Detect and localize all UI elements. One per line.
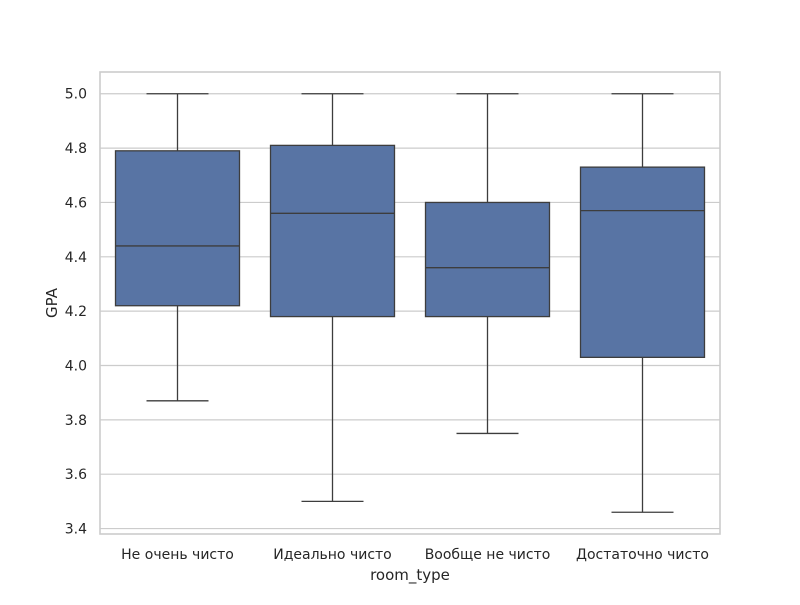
box-group <box>424 93 551 435</box>
y-tick-label: 4.8 <box>65 141 87 157</box>
plot-frame <box>99 71 721 535</box>
x-tick-label: Идеально чисто <box>273 547 392 563</box>
y-tick-labels: 3.4 3.6 3.8 4.0 4.2 4.4 4.6 4.8 5.0 <box>65 87 87 538</box>
x-tick-label: Достаточно чисто <box>576 547 709 563</box>
box-iqr <box>114 150 241 307</box>
y-tick-label: 4.4 <box>65 250 87 266</box>
y-tick-label: 4.6 <box>65 195 87 211</box>
y-tick-label: 3.8 <box>65 413 87 429</box>
y-tick-label: 3.6 <box>65 467 87 483</box>
x-axis-label: room_type <box>370 566 450 585</box>
box-group <box>579 93 706 513</box>
x-tick-labels: Не очень чисто Идеально чисто Вообще не чи… <box>121 547 709 563</box>
x-tick-label: Вообще не чисто <box>425 547 551 563</box>
boxes-layer <box>114 93 706 513</box>
y-tick-label: 4.2 <box>65 304 87 320</box>
box-iqr <box>579 166 706 359</box>
box-group <box>114 93 241 402</box>
y-tick-label: 3.4 <box>65 522 87 538</box>
y-tick-label: 4.0 <box>65 359 87 375</box>
x-tick-label: Не очень чисто <box>121 547 234 563</box>
box-iqr <box>269 144 396 318</box>
y-axis-label: GPA <box>43 287 61 318</box>
y-tick-label: 5.0 <box>65 87 87 103</box>
box-group <box>269 93 396 503</box>
box-iqr <box>424 201 551 318</box>
